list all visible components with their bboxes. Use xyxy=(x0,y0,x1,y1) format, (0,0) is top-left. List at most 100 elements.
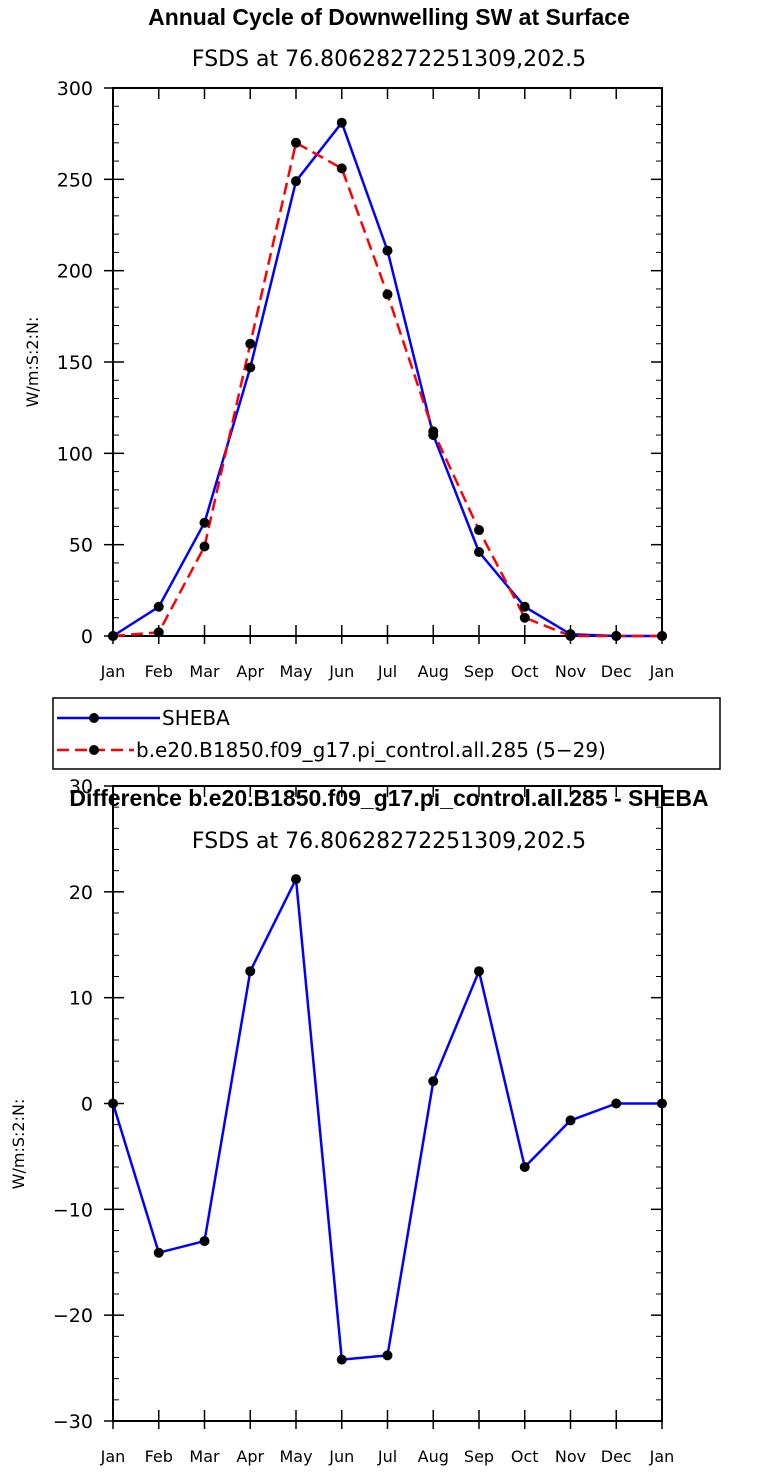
data-point-series-0 xyxy=(245,966,256,977)
chart-annual-cycle: Annual Cycle of Downwelling SW at Surfac… xyxy=(23,4,674,681)
y-axis-label: W/m:S:2:N: xyxy=(23,317,42,408)
series-line-1 xyxy=(112,141,662,638)
data-point-series-0 xyxy=(336,117,347,128)
x-tick-label: Dec xyxy=(601,1447,632,1466)
y-tick-label: −30 xyxy=(53,1411,93,1433)
data-point-series-0 xyxy=(108,1098,118,1109)
x-tick-label: Mar xyxy=(189,662,220,681)
x-tick-label: Jun xyxy=(328,662,354,681)
legend-marker-sheba xyxy=(89,713,99,723)
x-tick-labels: Jan Feb Mar Apr May Jun Jul Aug Sep Oct Nov Dec Jan xyxy=(100,1447,675,1466)
y-tick-label: −20 xyxy=(53,1305,93,1327)
series-line-0 xyxy=(111,877,662,1361)
legend: SHEBA b.e20.B1850.f09_g17.pi_control.all… xyxy=(52,697,721,770)
data-point-series-0 xyxy=(428,1076,439,1087)
x-tick-label: Sep xyxy=(464,662,494,681)
data-point-series-0 xyxy=(153,1247,164,1258)
x-tick-label: Jan xyxy=(649,1447,675,1466)
data-point-series-0 xyxy=(519,1162,530,1172)
data-point-series-0 xyxy=(199,517,210,528)
data-point-series-0 xyxy=(199,1236,210,1247)
chart-subtitle: FSDS at 76.80628272251309,202.5 xyxy=(192,47,586,72)
y-tick-label: 300 xyxy=(57,78,93,100)
data-point-series-1 xyxy=(382,289,393,300)
y-tick-label: 30 xyxy=(69,776,93,798)
series-line-0 xyxy=(112,121,662,638)
legend-label-sheba: SHEBA xyxy=(162,706,230,730)
x-tick-label: Aug xyxy=(418,662,449,681)
data-point-series-1 xyxy=(336,163,347,174)
x-tick-label: Aug xyxy=(418,1447,449,1466)
legend-label-model: b.e20.B1850.f09_g17.pi_control.all.285 (… xyxy=(136,738,606,762)
x-tick-label: Nov xyxy=(555,1447,586,1466)
data-point-series-1 xyxy=(291,137,301,148)
x-tick-label: Jan xyxy=(649,662,675,681)
legend-marker-model xyxy=(89,745,99,755)
series-group xyxy=(108,874,667,1365)
data-point-series-0 xyxy=(474,966,484,977)
y-tick-labels: −30 −20 −10 0 10 20 30 xyxy=(53,776,93,1433)
plot-frame xyxy=(104,87,663,644)
data-point-series-1 xyxy=(519,612,530,623)
y-tick-label: −10 xyxy=(53,1199,93,1221)
data-point-series-0 xyxy=(474,546,484,557)
x-tick-label: Jul xyxy=(377,1447,397,1466)
data-point-series-1 xyxy=(428,426,439,437)
data-point-series-1 xyxy=(153,627,164,638)
y-tick-label: 250 xyxy=(57,169,93,191)
y-tick-label: 10 xyxy=(69,988,93,1010)
data-point-series-1 xyxy=(474,525,484,536)
x-tick-label: Apr xyxy=(236,1447,264,1466)
x-tick-label: Oct xyxy=(511,1447,539,1466)
x-tick-label: Apr xyxy=(236,662,264,681)
y-tick-label: 0 xyxy=(81,1094,93,1116)
y-tick-label: 150 xyxy=(57,352,93,374)
y-tick-label: 0 xyxy=(81,626,93,648)
x-tick-label: Mar xyxy=(189,1447,220,1466)
chart-title: Annual Cycle of Downwelling SW at Surfac… xyxy=(148,4,630,30)
data-point-series-0 xyxy=(382,1350,393,1361)
data-point-series-1 xyxy=(245,338,256,349)
x-tick-label: May xyxy=(279,662,312,681)
y-axis-label: W/m:S:2:N: xyxy=(9,1099,28,1190)
series-group xyxy=(108,117,667,641)
data-point-series-0 xyxy=(611,1098,622,1109)
data-point-series-0 xyxy=(291,176,301,187)
chart-title: Difference b.e20.B1850.f09_g17.pi_contro… xyxy=(69,785,708,811)
x-tick-label: Jun xyxy=(328,1447,354,1466)
x-tick-label: Sep xyxy=(464,1447,494,1466)
plot-border xyxy=(112,87,663,637)
data-point-series-1 xyxy=(199,541,210,552)
data-point-series-0 xyxy=(382,245,393,256)
x-tick-label: Dec xyxy=(601,662,632,681)
x-tick-label: Jul xyxy=(377,662,397,681)
plot-border xyxy=(112,785,663,1422)
y-tick-label: 50 xyxy=(69,535,93,557)
data-point-series-0 xyxy=(245,362,256,373)
x-tick-label: Oct xyxy=(511,662,539,681)
data-point-series-0 xyxy=(336,1354,347,1365)
x-tick-label: Jan xyxy=(100,1447,126,1466)
legend-box xyxy=(52,697,721,770)
x-tick-label: Jan xyxy=(100,662,126,681)
plot-frame xyxy=(104,785,663,1429)
data-point-series-0 xyxy=(565,1115,576,1126)
y-tick-label: 100 xyxy=(57,443,93,465)
chart-difference: Difference b.e20.B1850.f09_g17.pi_contro… xyxy=(9,776,709,1466)
data-point-series-1 xyxy=(565,631,576,641)
data-point-series-0 xyxy=(519,601,530,612)
x-tick-label: Feb xyxy=(145,662,173,681)
data-point-series-1 xyxy=(611,631,622,641)
y-tick-label: 20 xyxy=(69,882,93,904)
x-tick-labels: Jan Feb Mar Apr May Jun Jul Aug Sep Oct Nov Dec Jan xyxy=(100,662,675,681)
data-point-series-1 xyxy=(108,631,118,641)
data-point-series-0 xyxy=(153,601,164,612)
x-tick-label: May xyxy=(279,1447,312,1466)
chart-subtitle: FSDS at 76.80628272251309,202.5 xyxy=(192,829,586,854)
data-point-series-0 xyxy=(657,1098,667,1109)
x-tick-label: Feb xyxy=(145,1447,173,1466)
y-tick-labels: 0 50 100 150 200 250 300 xyxy=(57,78,93,648)
data-point-series-1 xyxy=(657,631,667,641)
x-tick-label: Nov xyxy=(555,662,586,681)
